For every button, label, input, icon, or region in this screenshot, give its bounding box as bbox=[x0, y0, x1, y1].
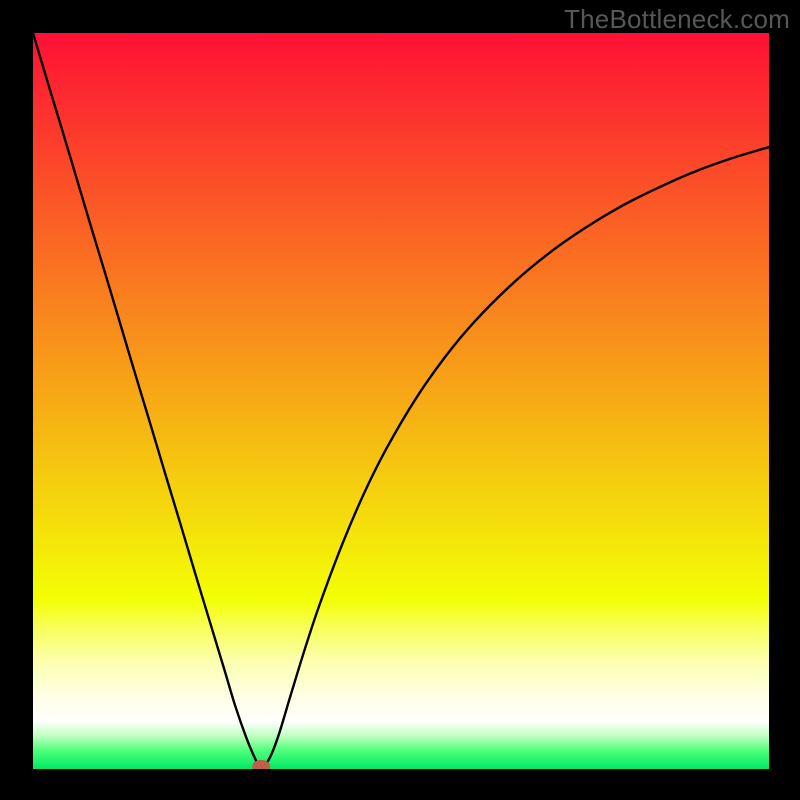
watermark-text: TheBottleneck.com bbox=[564, 4, 790, 35]
plot-area bbox=[33, 33, 769, 769]
plot-svg bbox=[33, 33, 769, 769]
chart-container: TheBottleneck.com bbox=[0, 0, 800, 800]
